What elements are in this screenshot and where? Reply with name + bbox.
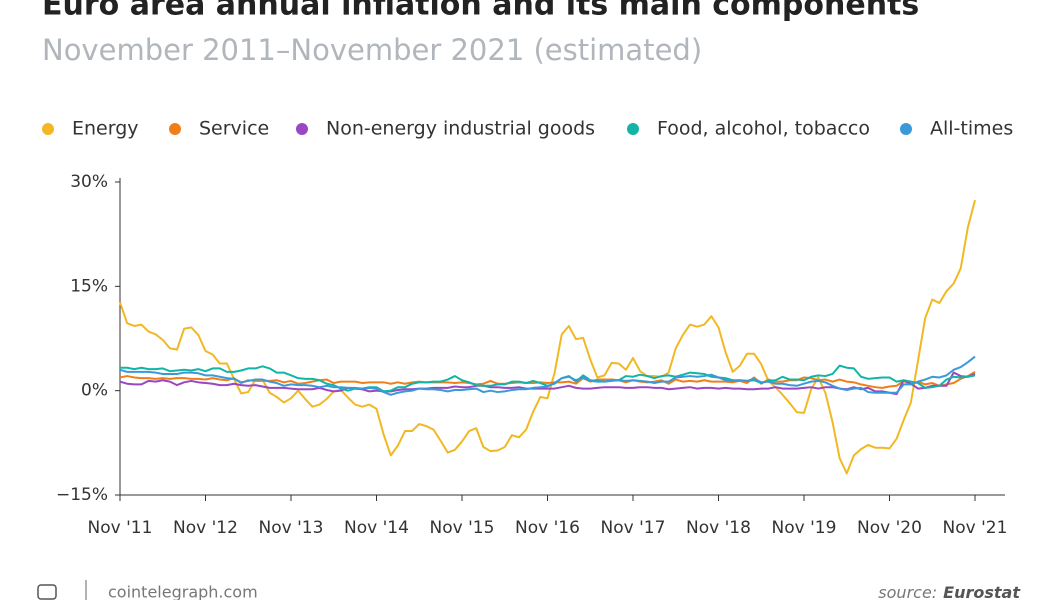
legend-marker — [169, 123, 181, 135]
legend-marker — [42, 123, 54, 135]
y-tick-label: 0% — [81, 381, 108, 401]
footer-source: source: Eurostat — [878, 583, 1021, 600]
footer-site: cointelegraph.com — [108, 583, 258, 600]
legend-label: Non-energy industrial goods — [326, 118, 595, 140]
logo-icon — [37, 584, 57, 600]
series-line — [119, 371, 976, 389]
legend-label: Energy — [72, 118, 139, 140]
x-tick-label: Nov '17 — [601, 518, 666, 538]
x-tick-label: Nov '16 — [515, 518, 580, 538]
x-tick-label: Nov '15 — [430, 518, 495, 538]
source-label: source: — [878, 583, 937, 600]
x-tick-label: Nov '12 — [173, 518, 238, 538]
legend-marker — [627, 123, 639, 135]
legend-label: All-times — [930, 118, 1013, 140]
x-tick-label: Nov '20 — [857, 518, 922, 538]
y-tick-label: 30% — [70, 172, 108, 192]
x-tick-label: Nov '14 — [344, 518, 409, 538]
footer-logo — [37, 580, 87, 600]
legend-marker — [296, 123, 308, 135]
chart-title: Euro area annual inflation and its main … — [42, 0, 919, 23]
y-tick-label: 15% — [70, 276, 108, 296]
series-line — [119, 371, 976, 396]
x-tick-label: Nov '18 — [686, 518, 751, 538]
x-tick-label: Nov '13 — [259, 518, 324, 538]
x-tick-label: Nov '11 — [88, 518, 153, 538]
legend: Energy Service Non-energy industrial goods… — [42, 118, 1013, 140]
x-tick-label: Nov '21 — [943, 518, 1008, 538]
chart-subtitle: November 2011–November 2021 (estimated) — [42, 33, 702, 67]
source-name: Eurostat — [943, 583, 1021, 600]
series-line — [120, 364, 976, 393]
x-tick-label: Nov '19 — [772, 518, 837, 538]
series-line — [119, 199, 976, 475]
legend-marker — [900, 123, 912, 135]
series-line — [119, 355, 976, 396]
y-tick-label: −15% — [56, 485, 108, 505]
legend-label: Food, alcohol, tobacco — [657, 118, 870, 140]
axes — [119, 178, 1005, 496]
legend-label: Service — [199, 118, 269, 140]
